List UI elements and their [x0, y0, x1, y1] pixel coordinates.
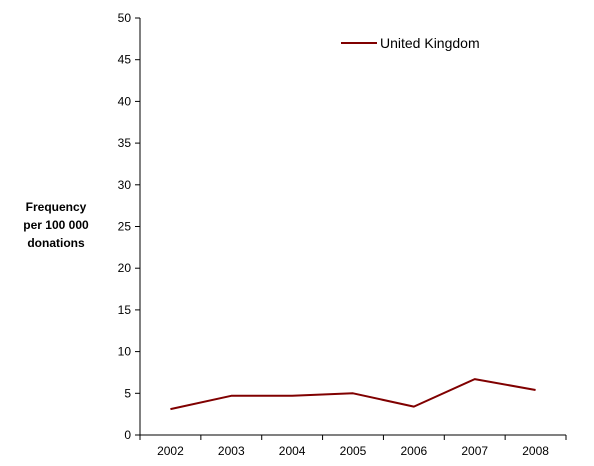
y-tick-label-30: 30: [118, 178, 132, 192]
y-tick-label-40: 40: [118, 94, 132, 108]
x-tick-label-2006: 2006: [401, 444, 428, 458]
y-tick-label-25: 25: [118, 220, 132, 234]
y-tick-label-20: 20: [118, 261, 132, 275]
x-tick-label-2004: 2004: [279, 444, 306, 458]
x-tick-label-2002: 2002: [157, 444, 184, 458]
y-tick-label-5: 5: [124, 386, 131, 400]
y-tick-label-10: 10: [118, 345, 132, 359]
y-axis-label-line-3: donations: [6, 234, 106, 252]
x-tick-label-2008: 2008: [522, 444, 549, 458]
y-tick-label-45: 45: [118, 53, 132, 67]
y-tick-label-15: 15: [118, 303, 132, 317]
legend-label-0: United Kingdom: [380, 35, 480, 51]
y-tick-label-50: 50: [118, 11, 132, 25]
x-tick-label-2007: 2007: [461, 444, 488, 458]
y-axis-label-line-2: per 100 000: [6, 216, 106, 234]
y-tick-label-0: 0: [124, 428, 131, 442]
x-tick-label-2003: 2003: [218, 444, 245, 458]
y-axis-label-line-1: Frequency: [6, 198, 106, 216]
x-tick-label-2005: 2005: [340, 444, 367, 458]
y-tick-label-35: 35: [118, 136, 132, 150]
series-line-0: [170, 379, 535, 409]
y-axis-label: Frequency per 100 000 donations: [6, 198, 106, 252]
